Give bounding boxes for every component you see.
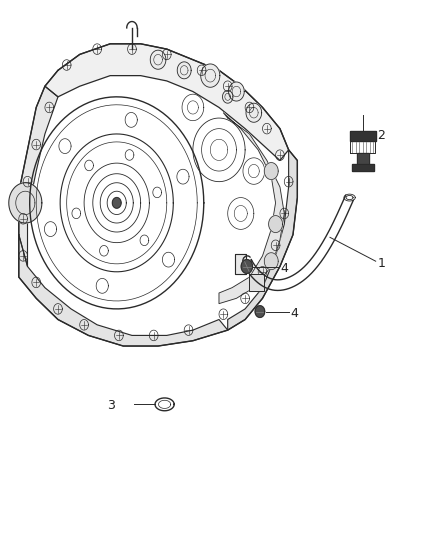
Polygon shape	[264, 163, 278, 180]
Text: 4: 4	[281, 262, 289, 274]
Polygon shape	[357, 152, 369, 164]
Polygon shape	[352, 164, 374, 171]
Polygon shape	[19, 86, 58, 266]
Text: 3: 3	[107, 399, 115, 413]
Polygon shape	[150, 50, 166, 69]
Polygon shape	[235, 254, 246, 274]
Polygon shape	[264, 253, 278, 270]
Polygon shape	[229, 82, 244, 101]
Polygon shape	[250, 274, 264, 291]
Text: 1: 1	[378, 257, 386, 270]
Polygon shape	[350, 131, 376, 141]
Polygon shape	[228, 150, 297, 330]
Polygon shape	[9, 183, 42, 223]
Polygon shape	[219, 113, 284, 304]
Polygon shape	[255, 306, 265, 317]
Polygon shape	[241, 260, 253, 273]
Polygon shape	[246, 103, 261, 122]
Polygon shape	[268, 216, 283, 232]
Text: 4: 4	[290, 306, 298, 320]
Polygon shape	[201, 64, 220, 87]
Text: 2: 2	[377, 128, 385, 141]
Polygon shape	[113, 198, 121, 208]
Polygon shape	[45, 44, 289, 160]
Polygon shape	[19, 235, 228, 346]
Polygon shape	[223, 91, 233, 103]
Polygon shape	[177, 62, 191, 79]
